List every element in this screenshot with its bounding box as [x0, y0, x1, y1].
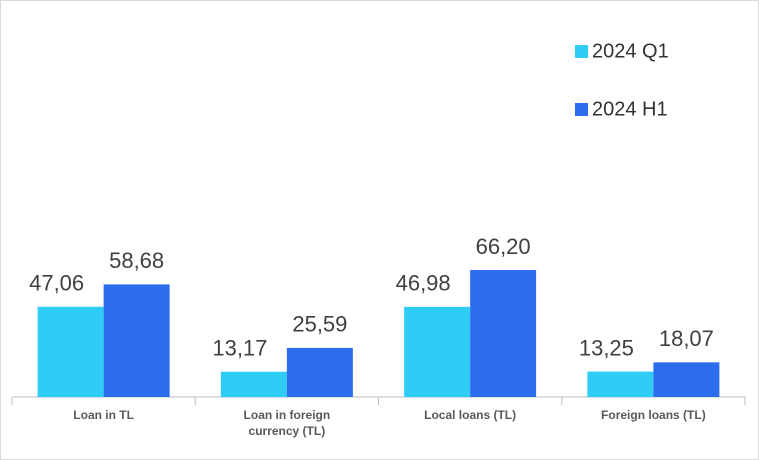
bar [653, 362, 720, 397]
bar [404, 306, 471, 397]
bar [37, 306, 104, 397]
bar [103, 284, 170, 397]
bar [286, 347, 353, 397]
bar [587, 371, 654, 397]
x-tick-label: Local loans (TL) [424, 408, 517, 422]
legend-label: 2024 H1 [592, 98, 668, 120]
data-label: 46,98 [396, 271, 451, 296]
legend-swatch [575, 45, 588, 58]
x-tick-label: Loan in TL [73, 408, 134, 422]
data-label: 25,59 [292, 312, 347, 337]
data-label: 66,20 [476, 234, 531, 259]
data-label: 13,17 [212, 336, 267, 361]
data-label: 58,68 [109, 248, 164, 273]
legend-label: 2024 Q1 [592, 40, 669, 62]
x-tick-label: Foreign loans (TL) [601, 408, 706, 422]
bar [470, 270, 537, 397]
legend-swatch [575, 103, 588, 116]
data-label: 13,25 [579, 335, 634, 360]
data-label: 18,07 [659, 326, 714, 351]
bar [220, 371, 287, 397]
data-label: 47,06 [29, 271, 84, 296]
x-tick-label: Loan in foreign currency (TL) [243, 408, 331, 438]
